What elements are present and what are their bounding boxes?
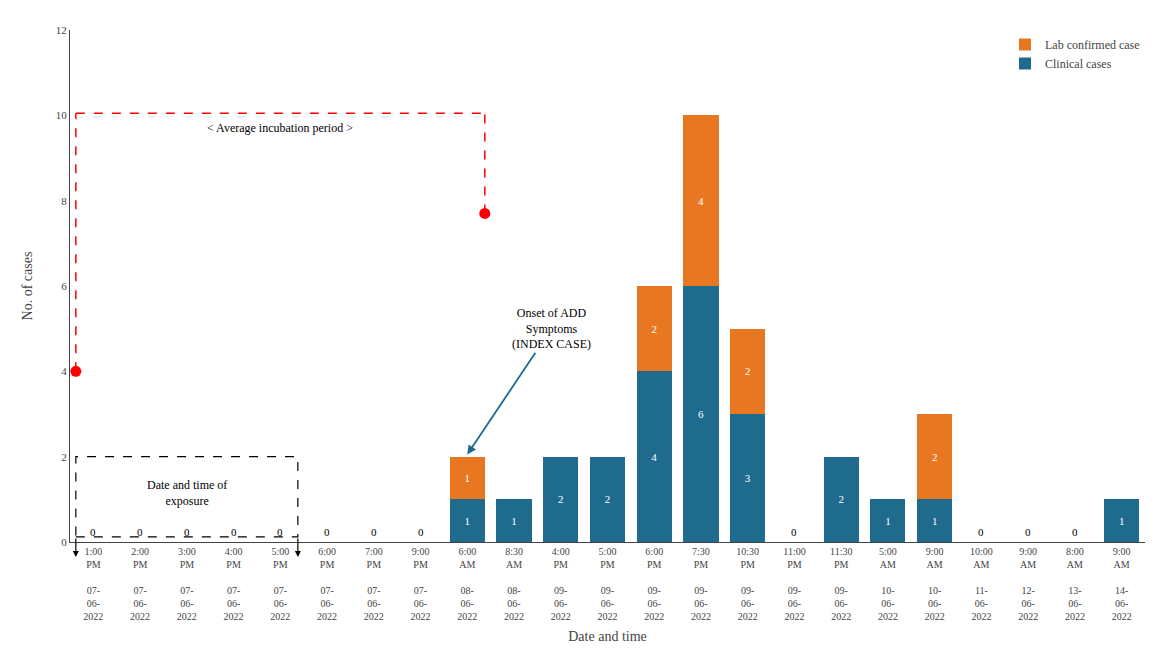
svg-text:2:00PM07-06-2022: 2:00PM07-06-2022 <box>130 546 150 622</box>
svg-text:6:00PM07-06-2022: 6:00PM07-06-2022 <box>317 546 337 622</box>
svg-text:Onset of ADDSymptoms(INDEX CAS: Onset of ADDSymptoms(INDEX CASE) <box>512 306 591 351</box>
svg-text:2: 2 <box>61 451 67 463</box>
svg-text:2: 2 <box>651 323 657 335</box>
svg-text:12: 12 <box>56 24 67 36</box>
svg-text:6: 6 <box>61 280 67 292</box>
svg-text:4:00PM07-06-2022: 4:00PM07-06-2022 <box>224 546 244 622</box>
svg-text:2: 2 <box>838 493 844 505</box>
svg-text:9:00AM10-06-2022: 9:00AM10-06-2022 <box>925 546 945 622</box>
svg-text:4: 4 <box>651 451 657 463</box>
svg-text:No. of cases: No. of cases <box>20 252 35 321</box>
svg-text:8:30AM08-06-2022: 8:30AM08-06-2022 <box>504 546 524 622</box>
svg-text:1: 1 <box>511 515 517 527</box>
svg-text:0: 0 <box>277 526 283 538</box>
svg-text:0: 0 <box>978 526 984 538</box>
svg-text:Clinical cases: Clinical cases <box>1045 57 1112 71</box>
svg-text:9:00AM14-06-2022: 9:00AM14-06-2022 <box>1112 546 1132 622</box>
svg-text:2: 2 <box>605 493 611 505</box>
svg-text:0: 0 <box>418 526 424 538</box>
svg-text:9:00PM07-06-2022: 9:00PM07-06-2022 <box>411 546 431 622</box>
svg-text:Date and time: Date and time <box>568 629 647 644</box>
svg-text:2: 2 <box>558 493 564 505</box>
svg-text:11:00PM09-06-2022: 11:00PM09-06-2022 <box>783 546 805 622</box>
svg-text:4: 4 <box>61 365 67 377</box>
svg-text:1: 1 <box>465 515 471 527</box>
svg-text:< Average incubation period >: < Average incubation period > <box>207 121 353 135</box>
svg-text:2: 2 <box>932 451 938 463</box>
svg-text:5:00PM09-06-2022: 5:00PM09-06-2022 <box>598 546 618 622</box>
svg-text:0: 0 <box>184 526 190 538</box>
svg-text:11:30PM09-06-2022: 11:30PM09-06-2022 <box>830 546 852 622</box>
svg-text:7:30PM09-06-2022: 7:30PM09-06-2022 <box>691 546 711 622</box>
svg-text:1: 1 <box>1119 515 1125 527</box>
svg-text:0: 0 <box>324 526 330 538</box>
svg-text:Lab confirmed case: Lab confirmed case <box>1045 38 1140 52</box>
svg-text:5:00AM10-06-2022: 5:00AM10-06-2022 <box>878 546 898 622</box>
svg-text:3: 3 <box>745 472 751 484</box>
svg-text:5:00PM07-06-2022: 5:00PM07-06-2022 <box>270 546 290 622</box>
svg-text:1: 1 <box>465 472 471 484</box>
svg-text:7:00PM07-06-2022: 7:00PM07-06-2022 <box>364 546 384 622</box>
svg-text:0: 0 <box>231 526 237 538</box>
svg-text:3:00PM07-06-2022: 3:00PM07-06-2022 <box>177 546 197 622</box>
svg-text:0: 0 <box>90 526 96 538</box>
svg-text:1: 1 <box>932 515 938 527</box>
svg-text:2: 2 <box>745 365 751 377</box>
svg-text:4:00PM09-06-2022: 4:00PM09-06-2022 <box>551 546 571 622</box>
svg-text:9:00AM12-06-2022: 9:00AM12-06-2022 <box>1018 546 1038 622</box>
svg-text:6: 6 <box>698 408 704 420</box>
svg-text:0: 0 <box>791 526 797 538</box>
svg-text:10:00AM11-06-2022: 10:00AM11-06-2022 <box>970 546 993 622</box>
svg-text:10: 10 <box>56 109 68 121</box>
svg-text:0: 0 <box>61 536 67 548</box>
svg-text:8:00AM13-06-2022: 8:00AM13-06-2022 <box>1065 546 1085 622</box>
svg-text:6:00PM09-06-2022: 6:00PM09-06-2022 <box>644 546 664 622</box>
svg-text:6:00AM08-06-2022: 6:00AM08-06-2022 <box>457 546 477 622</box>
svg-text:0: 0 <box>137 526 143 538</box>
svg-text:8: 8 <box>61 195 67 207</box>
svg-text:0: 0 <box>1072 526 1078 538</box>
svg-text:0: 0 <box>1025 526 1031 538</box>
svg-text:10:30PM09-06-2022: 10:30PM09-06-2022 <box>736 546 759 622</box>
svg-text:4: 4 <box>698 195 704 207</box>
svg-text:1: 1 <box>885 515 891 527</box>
svg-text:Date and time ofexposure: Date and time ofexposure <box>147 478 227 508</box>
svg-text:0: 0 <box>371 526 377 538</box>
svg-text:1:00PM07-06-2022: 1:00PM07-06-2022 <box>83 546 103 622</box>
